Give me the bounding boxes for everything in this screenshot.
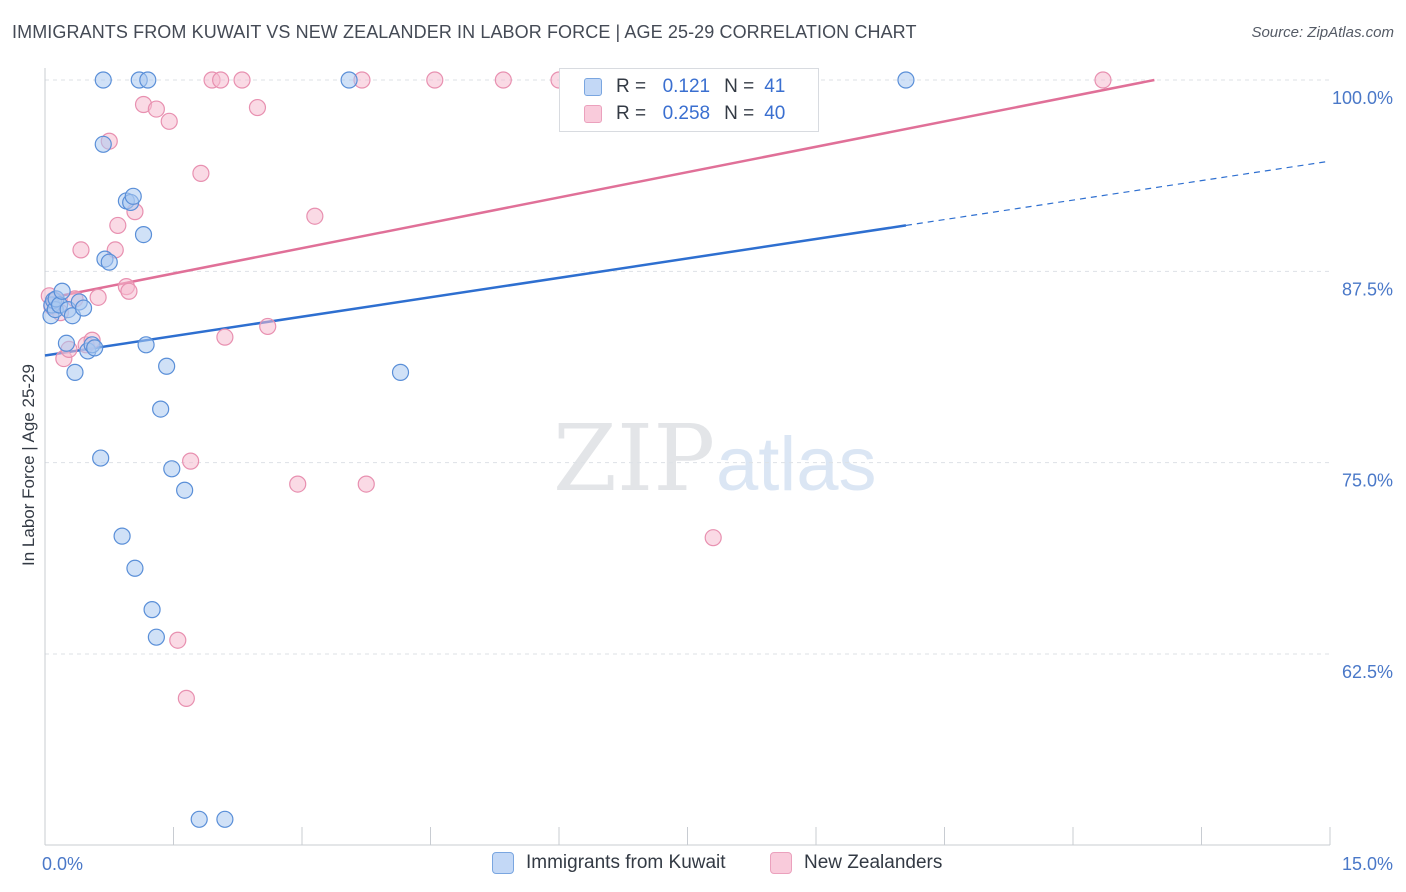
- point-new-zealanders: [109, 216, 127, 235]
- y-tick-label: 87.5%: [1342, 279, 1393, 299]
- point-kuwait: [124, 187, 142, 205]
- point-kuwait: [139, 71, 157, 89]
- trend-line-kuwait: [44, 224, 907, 357]
- point-new-zealanders: [169, 631, 187, 649]
- point-new-zealanders: [494, 71, 512, 89]
- watermark: ZIP atlas: [553, 405, 877, 512]
- series-legend: Immigrants from Kuwait New Zealanders: [0, 852, 1406, 878]
- point-kuwait: [137, 336, 155, 354]
- series-swatch-kuwait: [492, 852, 514, 874]
- legend-r-label: R =: [616, 76, 647, 97]
- point-new-zealanders: [289, 475, 307, 493]
- point-new-zealanders: [212, 71, 230, 89]
- point-kuwait: [126, 559, 144, 577]
- x-tick-label: 0.0%: [42, 854, 83, 874]
- point-new-zealanders: [1094, 71, 1112, 89]
- tick-labels: 62.5% 75.0% 87.5% 100.0% 0.0% 15.0%: [42, 88, 1393, 874]
- point-new-zealanders: [160, 112, 178, 130]
- point-new-zealanders: [357, 475, 375, 493]
- series-name-kuwait: Immigrants from Kuwait: [526, 852, 726, 873]
- trend-line-kuwait-extension: [905, 160, 1331, 227]
- legend-n-value-kuwait: 41: [764, 76, 786, 97]
- point-new-zealanders: [259, 317, 277, 336]
- legend-n-label: N =: [724, 103, 755, 124]
- point-kuwait: [216, 810, 234, 828]
- legend-r-label: R =: [616, 103, 647, 124]
- point-kuwait: [57, 334, 76, 352]
- point-kuwait: [53, 282, 71, 300]
- point-new-zealanders: [233, 71, 251, 89]
- point-kuwait: [92, 449, 110, 467]
- legend-row-nz: R = 0.258 N = 40: [584, 101, 785, 127]
- point-kuwait: [86, 339, 104, 357]
- point-kuwait: [190, 810, 208, 828]
- series-legend-nz: New Zealanders: [770, 852, 942, 874]
- x-tick-label: 15.0%: [1342, 854, 1393, 874]
- point-kuwait: [66, 363, 84, 381]
- point-kuwait: [94, 135, 112, 153]
- series-name-nz: New Zealanders: [804, 852, 943, 873]
- point-kuwait: [143, 601, 161, 619]
- point-new-zealanders: [306, 207, 324, 225]
- point-kuwait: [94, 71, 112, 89]
- point-kuwait: [147, 628, 165, 646]
- point-new-zealanders: [120, 282, 138, 300]
- point-kuwait: [340, 71, 358, 89]
- point-new-zealanders: [89, 288, 107, 306]
- point-kuwait: [391, 363, 410, 381]
- legend-swatch-nz: [584, 105, 602, 123]
- y-tick-label: 75.0%: [1342, 471, 1393, 491]
- y-tick-label: 100.0%: [1332, 88, 1393, 108]
- trend-line-new-zealanders: [44, 78, 1155, 301]
- point-new-zealanders: [216, 328, 234, 346]
- series-legend-kuwait: Immigrants from Kuwait: [492, 852, 726, 874]
- legend-n-label: N =: [724, 76, 755, 97]
- point-kuwait: [113, 527, 131, 545]
- point-kuwait: [100, 253, 118, 271]
- chart-title: IMMIGRANTS FROM KUWAIT VS NEW ZEALANDER …: [12, 22, 917, 42]
- point-kuwait: [152, 400, 170, 418]
- point-kuwait: [134, 225, 153, 244]
- data-points: [40, 71, 1112, 828]
- axes: [44, 68, 1331, 846]
- stats-legend: R = 0.121 N = 41 R = 0.258 N = 40: [559, 68, 819, 132]
- point-new-zealanders: [426, 71, 444, 89]
- legend-r-value-nz: 0.258: [662, 103, 711, 124]
- point-kuwait: [176, 481, 194, 499]
- y-tick-label: 62.5%: [1342, 662, 1393, 682]
- point-kuwait: [158, 357, 176, 375]
- point-kuwait: [163, 460, 181, 478]
- legend-n-value-nz: 40: [764, 103, 786, 124]
- point-new-zealanders: [182, 452, 200, 470]
- watermark-atlas: atlas: [716, 422, 877, 507]
- grid-lines: [45, 79, 1330, 655]
- point-new-zealanders: [72, 241, 90, 259]
- legend-row-kuwait: R = 0.121 N = 41: [584, 74, 785, 100]
- point-new-zealanders: [192, 164, 210, 182]
- point-new-zealanders: [704, 529, 722, 547]
- trend-lines: [44, 78, 1331, 357]
- point-kuwait: [897, 71, 915, 89]
- point-kuwait: [74, 299, 93, 317]
- point-new-zealanders: [177, 689, 195, 707]
- source-credit: Source: ZipAtlas.com: [1251, 24, 1394, 41]
- point-new-zealanders: [248, 98, 267, 117]
- series-swatch-nz: [770, 852, 792, 874]
- watermark-zip: ZIP: [553, 405, 715, 512]
- legend-r-value-kuwait: 0.121: [662, 76, 711, 97]
- legend-swatch-kuwait: [584, 78, 602, 96]
- point-new-zealanders: [147, 100, 165, 118]
